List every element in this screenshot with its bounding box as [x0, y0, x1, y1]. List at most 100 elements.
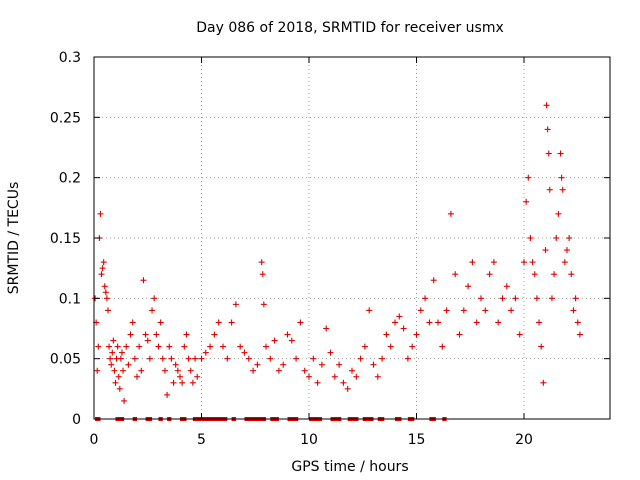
data-point — [131, 355, 138, 362]
data-point — [101, 283, 108, 290]
data-point — [558, 174, 565, 181]
data-point — [263, 343, 269, 350]
data-point — [198, 355, 205, 362]
data-point — [189, 379, 196, 386]
data-point — [215, 319, 222, 326]
data-point — [121, 397, 128, 404]
data-point — [566, 235, 573, 241]
data-point — [523, 198, 530, 205]
y-tick-label: 0.1 — [59, 291, 81, 307]
data-point — [146, 355, 153, 362]
data-point — [159, 355, 166, 362]
data-point — [443, 307, 450, 314]
data-point — [149, 307, 156, 314]
data-point — [310, 355, 317, 362]
data-point — [237, 343, 244, 350]
data-point — [543, 102, 550, 109]
data-point — [531, 271, 538, 278]
data-point — [503, 283, 510, 290]
data-point — [155, 343, 162, 350]
data-point — [574, 319, 581, 326]
data-point — [260, 301, 267, 308]
data-point — [108, 361, 115, 368]
y-tick-label: 0.15 — [50, 231, 81, 247]
y-tick-labels: 0 0.05 0.1 0.15 0.2 0.25 0.3 — [50, 50, 81, 428]
data-point — [151, 295, 158, 302]
data-point — [314, 379, 321, 386]
data-point — [98, 271, 105, 278]
y-tick-label: 0.2 — [59, 171, 81, 187]
y-tick-label: 0.05 — [50, 352, 81, 368]
data-point — [109, 349, 116, 356]
data-point — [194, 373, 201, 380]
data-point — [207, 343, 214, 350]
data-point — [323, 325, 330, 332]
gridlines — [94, 57, 610, 419]
data-point — [104, 307, 111, 314]
data-point — [168, 355, 175, 362]
data-point — [529, 259, 536, 266]
x-tick-label: 10 — [300, 432, 318, 448]
data-point — [297, 319, 304, 326]
data-point — [521, 259, 527, 266]
data-point — [224, 355, 231, 362]
data-point — [111, 367, 118, 374]
data-point — [110, 337, 117, 344]
data-point — [142, 331, 149, 338]
data-point — [383, 331, 390, 338]
data-point — [138, 367, 145, 374]
x-tick-label: 5 — [197, 432, 206, 448]
data-point — [557, 150, 564, 157]
data-point — [107, 355, 114, 362]
data-point — [387, 343, 394, 350]
data-point — [112, 379, 119, 386]
data-point — [134, 373, 140, 380]
data-point — [555, 210, 562, 217]
data-point — [100, 259, 107, 266]
data-point — [536, 319, 543, 326]
x-axis-label: GPS time / hours — [291, 459, 408, 475]
data-point — [129, 319, 136, 326]
y-axis-label: SRMTID / TECUs — [6, 182, 22, 295]
data-point — [179, 379, 186, 386]
data-point — [245, 355, 252, 362]
data-point — [103, 295, 110, 302]
data-point — [258, 259, 265, 266]
data-point — [187, 367, 194, 374]
data-point — [370, 361, 377, 368]
data-point — [125, 361, 132, 368]
data-point — [512, 295, 519, 302]
data-point — [482, 307, 489, 314]
data-point — [447, 210, 454, 217]
data-point — [435, 319, 441, 326]
data-point — [452, 271, 459, 278]
data-point — [495, 319, 502, 326]
chart-title: Day 086 of 2018, SRMTID for receiver usm… — [196, 20, 504, 36]
data-point — [538, 343, 545, 350]
y-tick-label: 0 — [72, 412, 81, 428]
data-point — [293, 355, 300, 362]
data-point — [120, 367, 127, 374]
data-point — [102, 289, 109, 296]
data-point — [469, 259, 476, 266]
data-point — [118, 349, 125, 356]
data-point — [486, 271, 493, 278]
data-point — [478, 295, 484, 302]
data-point — [336, 361, 343, 368]
data-point — [460, 307, 467, 314]
data-point — [157, 319, 164, 326]
data-point — [172, 361, 179, 368]
data-point — [422, 295, 429, 302]
data-point — [357, 355, 364, 362]
data-point — [392, 319, 398, 326]
data-point — [271, 337, 278, 344]
data-point — [117, 355, 124, 362]
data-points — [92, 102, 583, 404]
data-point — [331, 373, 338, 380]
data-point — [413, 331, 420, 338]
data-point — [166, 343, 173, 350]
data-point — [544, 126, 551, 133]
data-point — [136, 343, 143, 350]
data-point — [177, 373, 183, 380]
data-point — [254, 361, 261, 368]
